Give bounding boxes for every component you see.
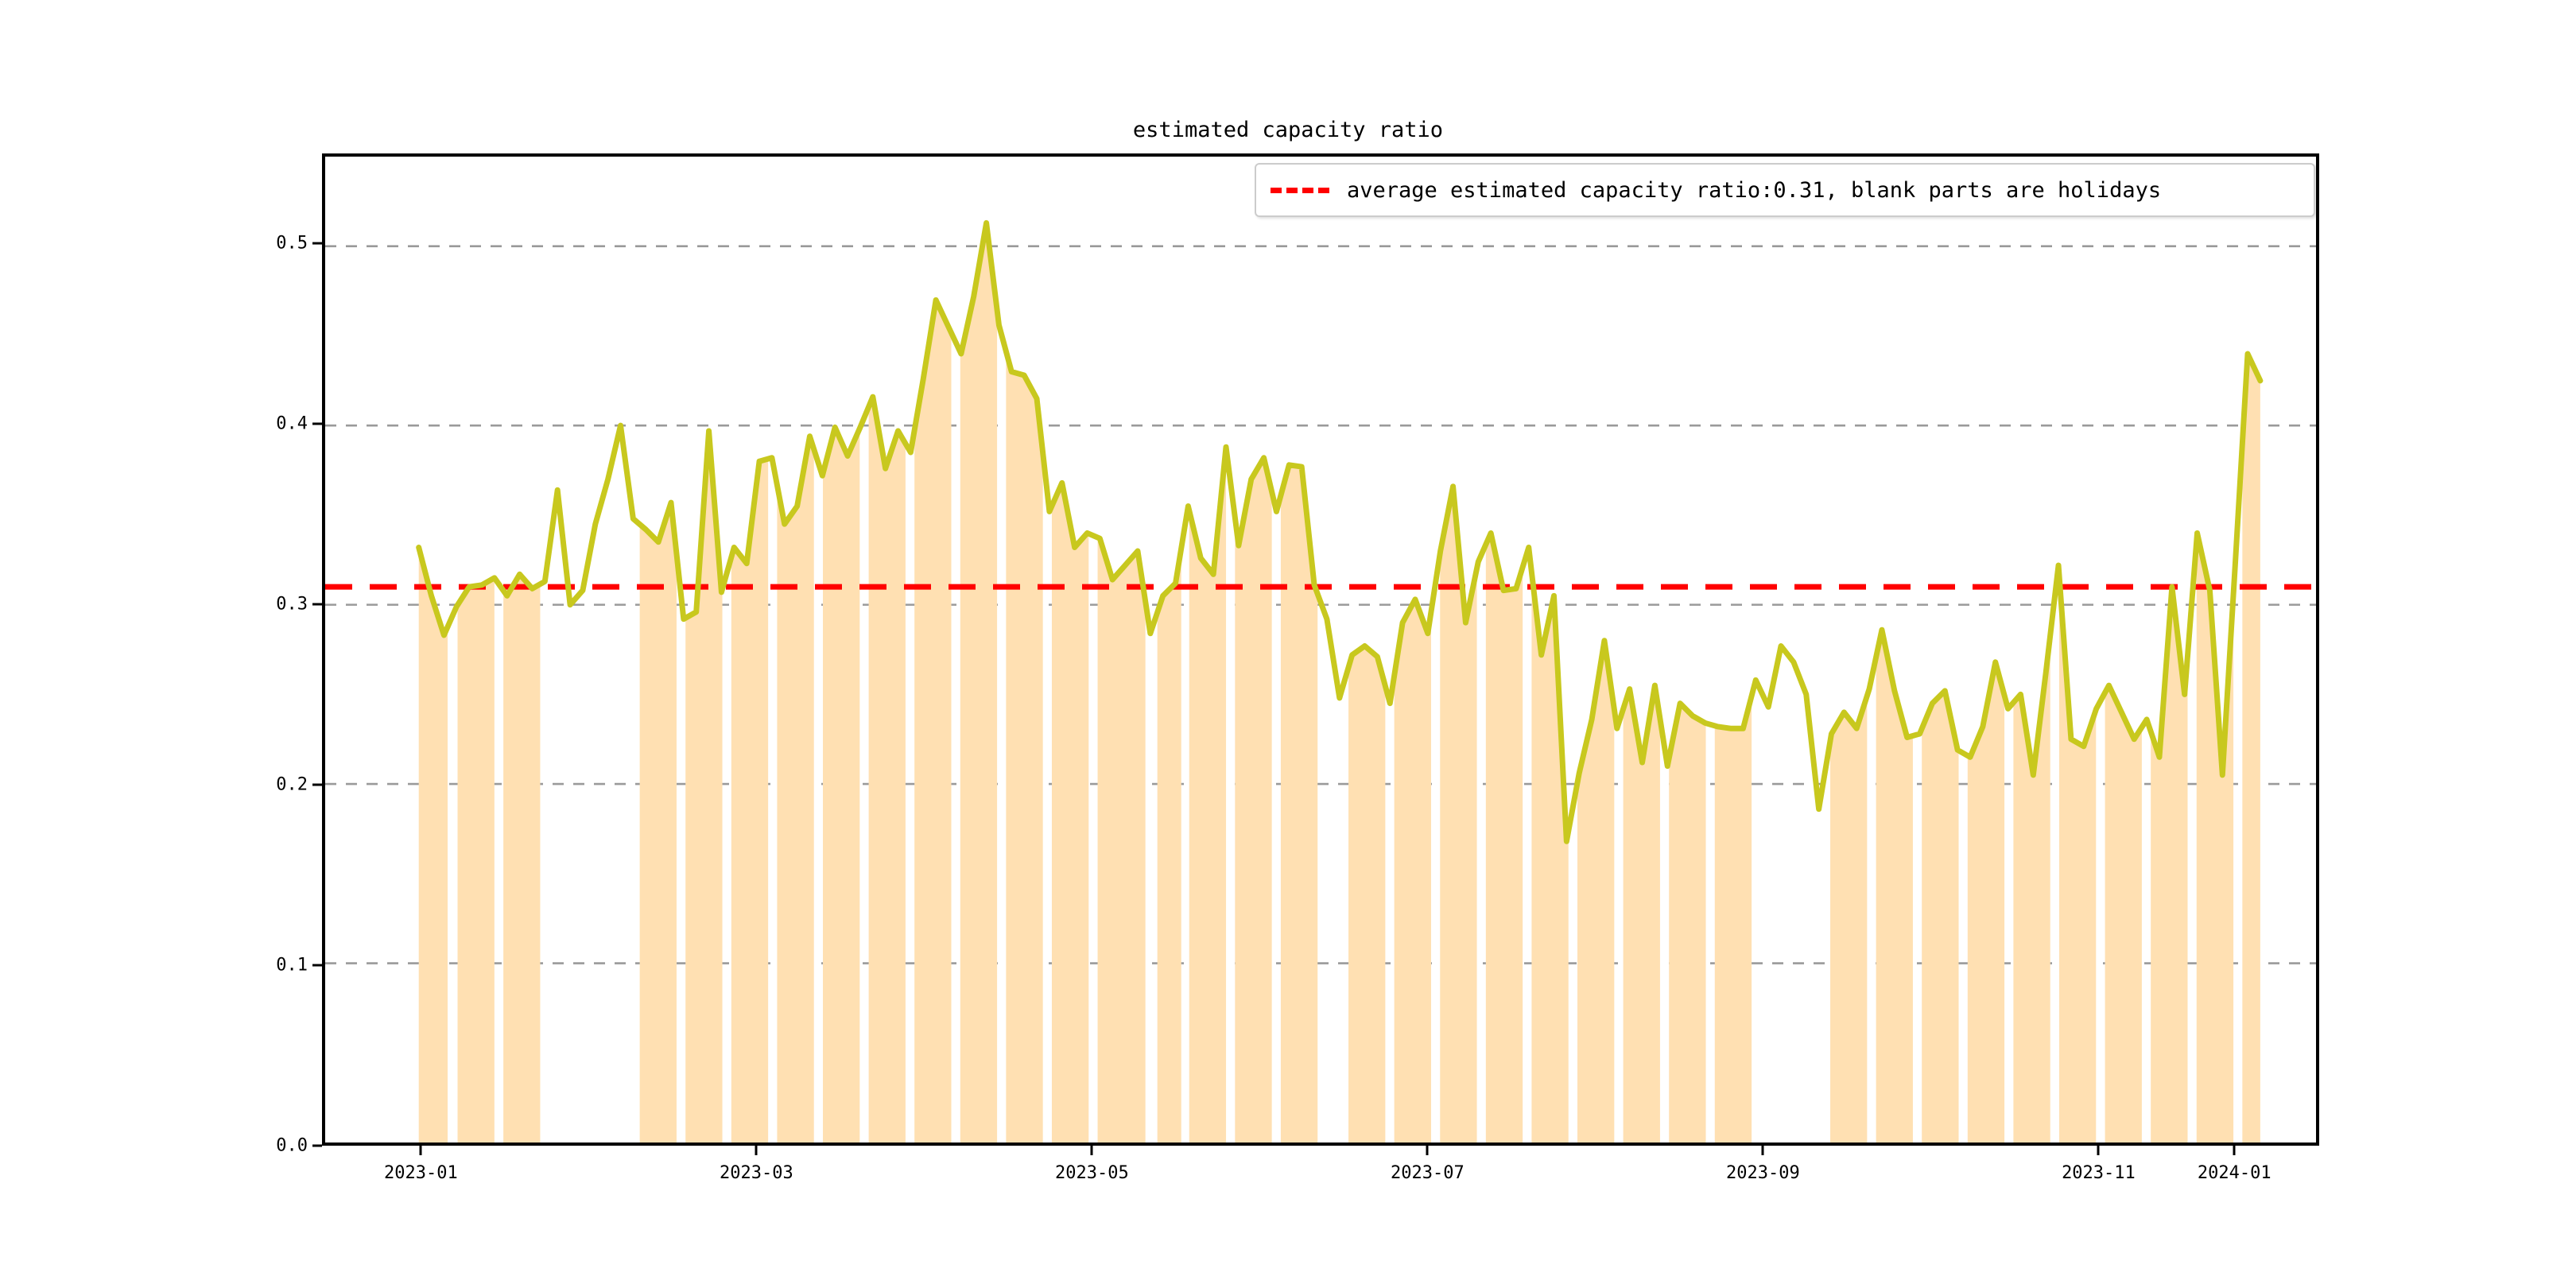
y-axis-tick-label: 0.5 bbox=[276, 233, 308, 254]
x-axis-tick-mark bbox=[755, 1146, 758, 1155]
x-axis-tick-label: 2023-09 bbox=[1726, 1163, 1800, 1183]
y-axis-tick-mark bbox=[312, 242, 322, 245]
x-axis-tick-mark bbox=[2233, 1146, 2236, 1155]
x-axis-tick-label: 2023-01 bbox=[383, 1163, 458, 1183]
y-axis-tick-label: 0.1 bbox=[276, 955, 308, 976]
x-axis-tick-label: 2023-05 bbox=[1055, 1163, 1129, 1183]
y-axis-tick-mark bbox=[312, 603, 322, 606]
y-axis-tick-label: 0.2 bbox=[276, 774, 308, 795]
chart-legend: average estimated capacity ratio:0.31, b… bbox=[1255, 163, 2315, 217]
legend-dashed-line-swatch bbox=[1271, 187, 1329, 193]
plot-area bbox=[322, 153, 2319, 1146]
y-axis-tick-label: 0.3 bbox=[276, 594, 308, 615]
x-axis-tick-mark bbox=[419, 1146, 422, 1155]
y-axis-tick-mark bbox=[312, 964, 322, 967]
x-axis-tick-label: 2023-11 bbox=[2062, 1163, 2136, 1183]
y-axis-tick-mark bbox=[312, 1144, 322, 1147]
x-axis-tick-label: 2024-01 bbox=[2197, 1163, 2271, 1183]
y-axis-tick-mark bbox=[312, 422, 322, 425]
x-axis-tick-mark bbox=[2097, 1146, 2100, 1155]
x-axis-tick-mark bbox=[1426, 1146, 1429, 1155]
x-axis-tick-mark bbox=[1761, 1146, 1764, 1155]
x-axis-tick-mark bbox=[1090, 1146, 1093, 1155]
capacity-ratio-line bbox=[416, 219, 2264, 844]
y-axis-tick-label: 0.0 bbox=[276, 1135, 308, 1156]
x-axis-tick-label: 2023-07 bbox=[1391, 1163, 1465, 1183]
page-title: estimated capacity ratio bbox=[1132, 118, 1444, 142]
x-axis-tick-label: 2023-03 bbox=[720, 1163, 793, 1183]
y-axis-tick-label: 0.4 bbox=[276, 413, 308, 434]
legend-label: average estimated capacity ratio:0.31, b… bbox=[1347, 177, 2162, 203]
y-axis-tick-mark bbox=[312, 783, 322, 786]
chart-canvas bbox=[325, 219, 2316, 1143]
plot-inner bbox=[325, 157, 2316, 1143]
